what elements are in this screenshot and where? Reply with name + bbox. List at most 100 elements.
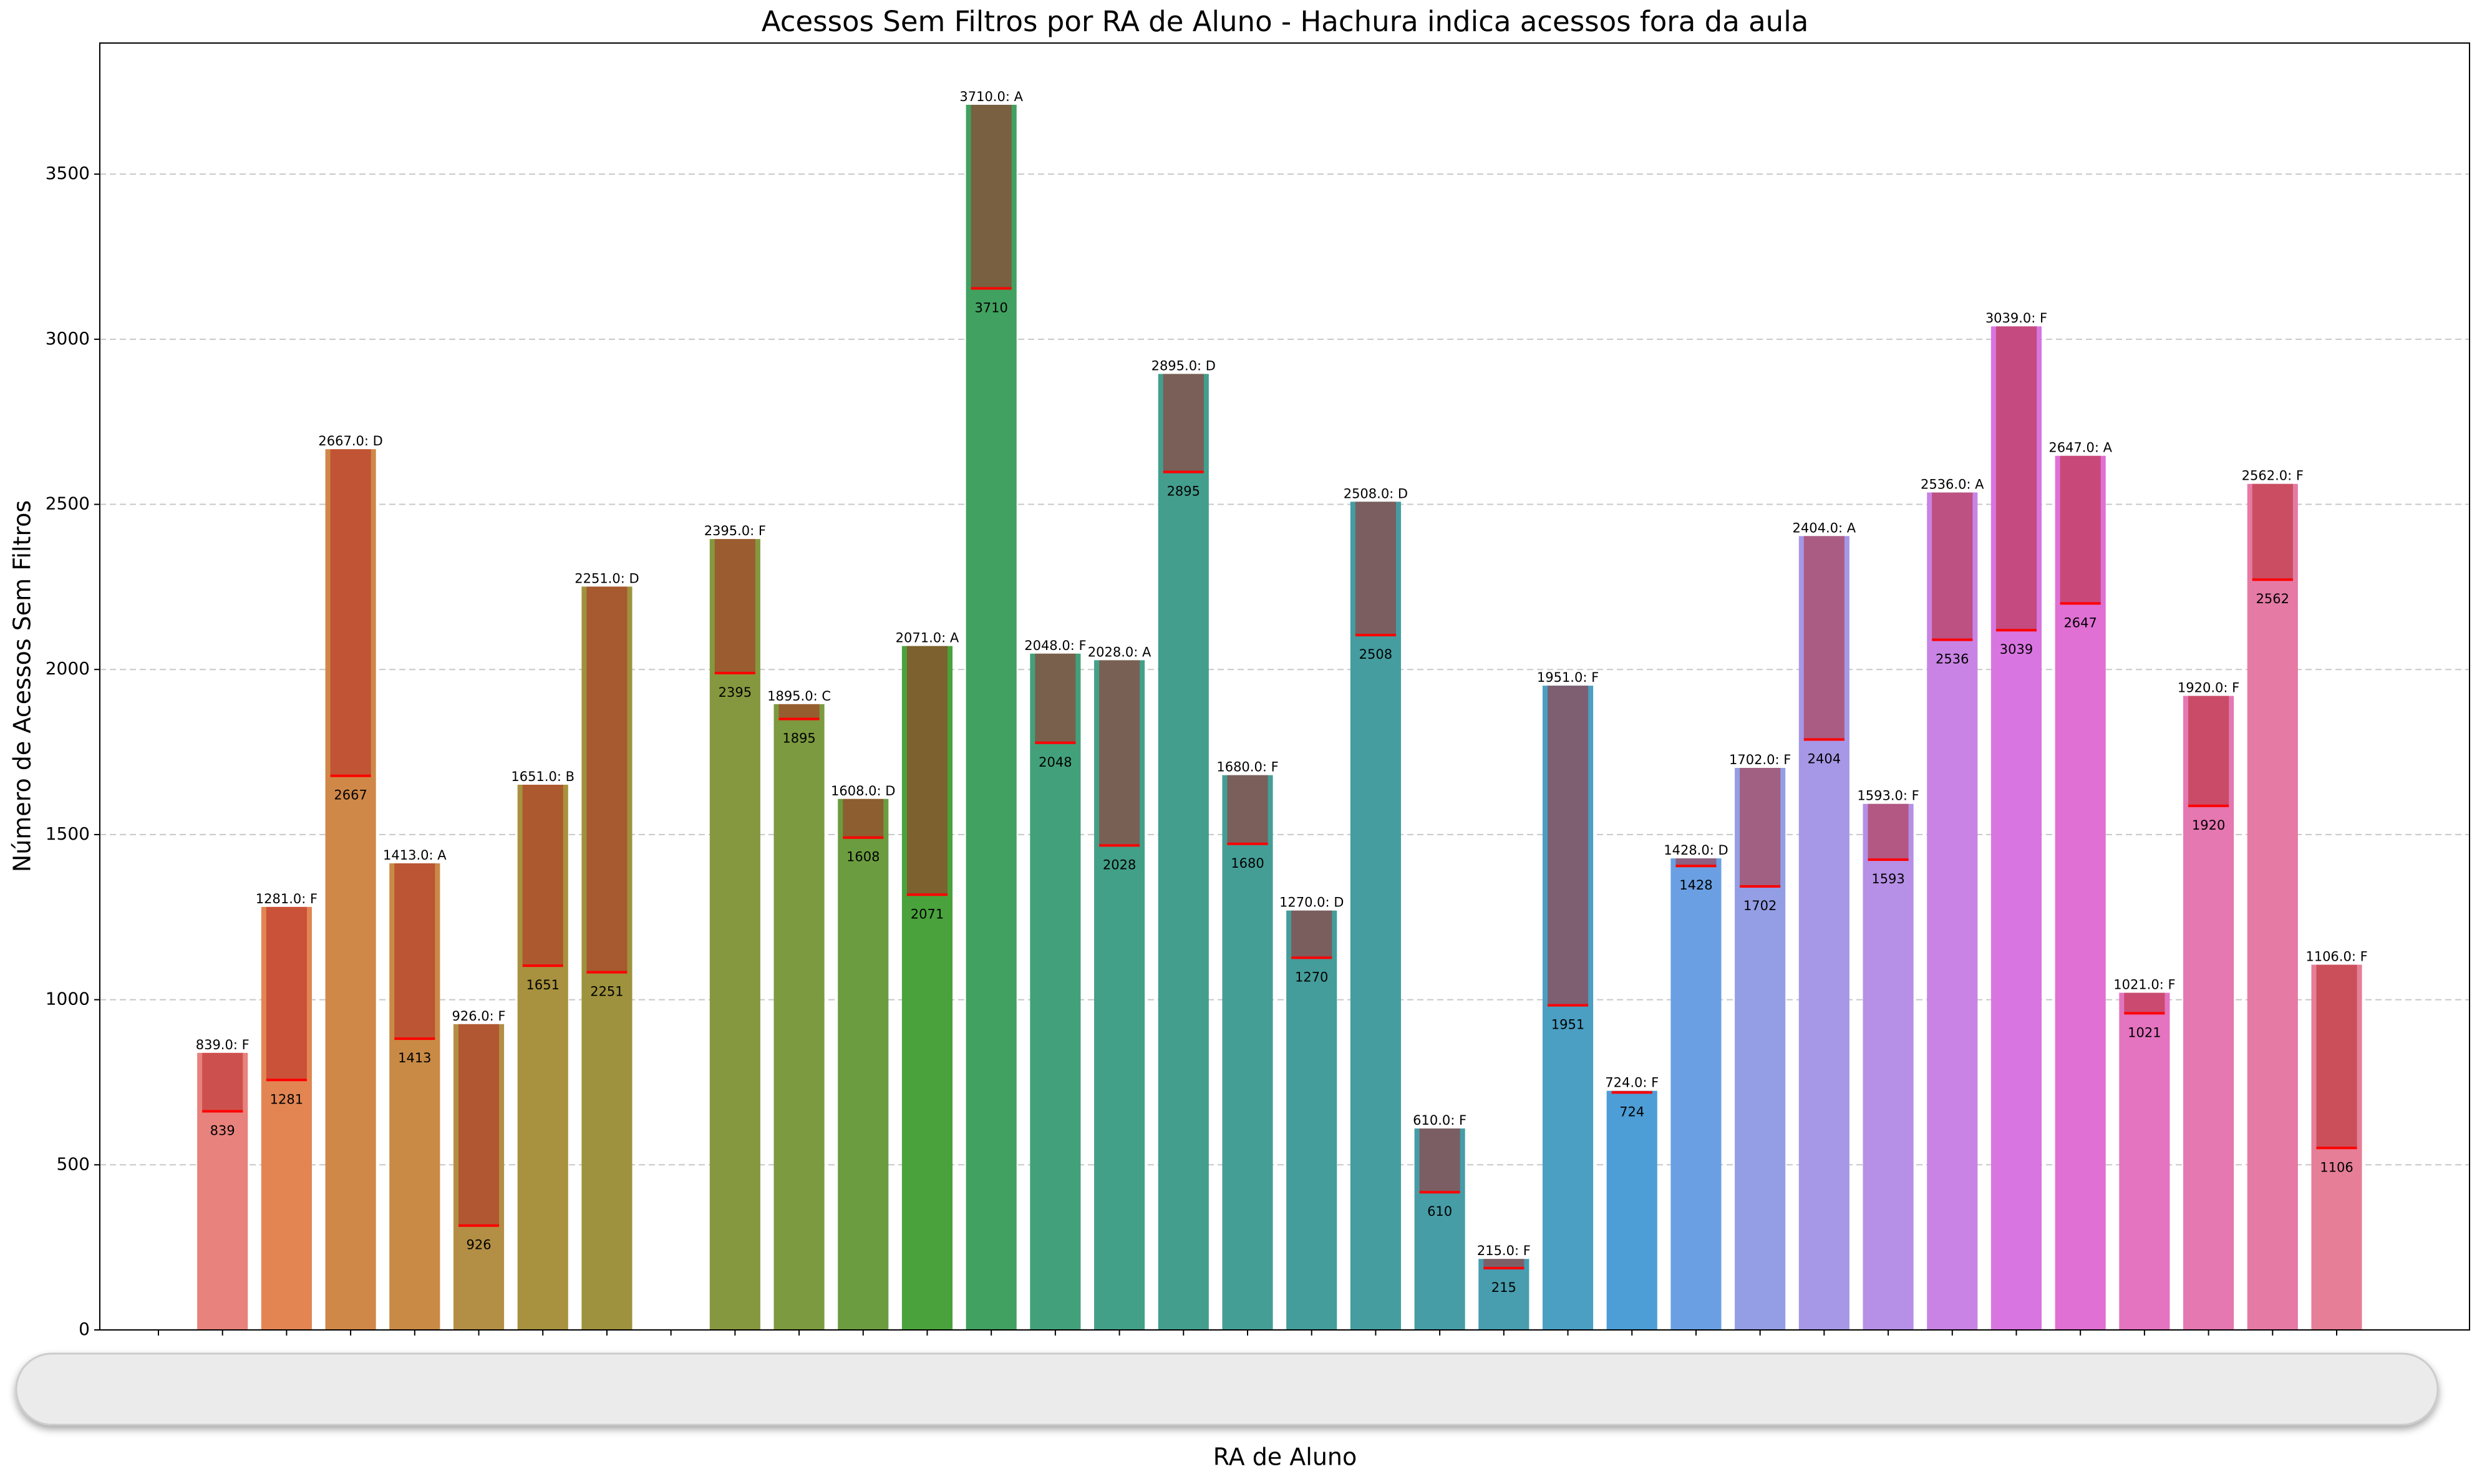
inner-value-label: 1702 <box>1743 898 1777 913</box>
value-label: 2536.0: A <box>1921 477 1984 492</box>
inner-value-label: 926 <box>466 1238 491 1253</box>
inner-value-label: 2895 <box>1167 484 1200 499</box>
hatch-segment <box>1419 1128 1460 1193</box>
value-label: 215.0: F <box>1477 1243 1531 1258</box>
hatch-segment <box>1932 492 1973 640</box>
value-label: 724.0: F <box>1605 1075 1659 1090</box>
hatch-segment <box>1740 767 1781 887</box>
hatch-segment <box>202 1052 243 1112</box>
inner-value-label: 1270 <box>1295 969 1328 984</box>
inner-value-label: 2028 <box>1103 857 1136 872</box>
value-label: 2508.0: D <box>1344 486 1408 501</box>
y-axis-label: Número de Acessos Sem Filtros <box>9 500 36 872</box>
inner-value-label: 2536 <box>1936 652 1969 667</box>
y-tick-label: 3000 <box>46 328 90 349</box>
inner-value-label: 1951 <box>1551 1017 1584 1032</box>
hatch-segment <box>586 586 628 972</box>
value-label: 2404.0: A <box>1793 520 1856 535</box>
hatch-segment <box>394 863 435 1039</box>
bar <box>1158 374 1209 1330</box>
hatch-segment <box>1675 858 1717 866</box>
inner-value-label: 1608 <box>846 850 880 865</box>
bar <box>1030 653 1081 1330</box>
hatch-segment <box>1035 653 1076 743</box>
value-label: 1680.0: F <box>1216 760 1278 775</box>
bar <box>1350 502 1401 1330</box>
y-tick-label: 2000 <box>46 658 90 679</box>
value-label: 1270.0: D <box>1279 895 1344 910</box>
value-label: 3039.0: F <box>1985 311 2047 326</box>
hatch-segment <box>1355 502 1396 636</box>
hatch-segment <box>1099 660 1140 846</box>
scrollbar[interactable] <box>15 1352 2439 1426</box>
hatch-segment <box>1995 326 2037 631</box>
value-label: 1920.0: F <box>2178 681 2239 696</box>
value-label: 839.0: F <box>196 1037 250 1052</box>
inner-value-label: 2071 <box>911 906 944 921</box>
value-label: 1413.0: A <box>383 848 447 863</box>
bar <box>2247 483 2298 1331</box>
bar <box>1222 775 1273 1330</box>
plot-area: 0 500 1000 1500 2000 2500 3000 3500 839.0: F 839 1… <box>46 89 2470 1339</box>
value-label: 2562.0: F <box>2242 468 2304 483</box>
inner-value-label: 3039 <box>2000 642 2033 657</box>
inner-value-label: 2562 <box>2256 591 2289 606</box>
hatch-segment <box>843 798 884 838</box>
inner-value-label: 1106 <box>2320 1160 2353 1175</box>
hatch-segment <box>1547 686 1589 1006</box>
value-label: 1895.0: C <box>767 689 831 704</box>
bar <box>773 704 825 1330</box>
bar <box>838 798 889 1330</box>
bar <box>1606 1090 1657 1330</box>
bar <box>2119 992 2170 1330</box>
inner-value-label: 1428 <box>1679 878 1712 893</box>
hatch-segment <box>522 784 563 966</box>
inner-value-label: 2404 <box>1808 751 1841 766</box>
value-label: 1702.0: F <box>1729 752 1791 767</box>
hatch-segment <box>906 646 948 895</box>
chart-title: Acessos Sem Filtros por RA de Aluno - Ha… <box>762 5 1809 38</box>
inner-value-label: 1680 <box>1231 856 1264 871</box>
value-label: 2048.0: F <box>1024 638 1086 653</box>
plot-frame <box>99 42 2470 1331</box>
inner-value-label: 2251 <box>590 984 623 999</box>
value-label: 1428.0: D <box>1664 843 1728 858</box>
value-label: 1281.0: F <box>256 891 318 906</box>
inner-value-label: 2667 <box>334 788 367 803</box>
hatch-segment <box>330 449 371 776</box>
inner-value-label: 1651 <box>526 977 560 992</box>
hatch-segment <box>778 704 820 719</box>
inner-value-label: 2395 <box>719 685 752 700</box>
inner-value-label: 215 <box>1491 1280 1516 1295</box>
hatch-segment <box>1227 775 1268 844</box>
hatch-segment <box>2252 483 2293 580</box>
y-tick-label: 500 <box>57 1153 90 1174</box>
inner-value-label: 2048 <box>1039 755 1072 770</box>
value-label: 2647.0: A <box>2048 440 2112 455</box>
inner-value-label: 2508 <box>1359 647 1392 662</box>
x-axis-label: RA de Aluno <box>1213 1443 1357 1471</box>
inner-value-label: 1413 <box>398 1050 431 1065</box>
inner-value-label: 2647 <box>2063 615 2097 630</box>
inner-value-label: 724 <box>1619 1104 1644 1119</box>
hatch-segment <box>2060 455 2101 604</box>
value-label: 3710.0: A <box>959 89 1023 104</box>
hatch-segment <box>1291 910 1332 958</box>
value-label: 1608.0: D <box>831 783 895 798</box>
inner-value-label: 3710 <box>974 300 1007 315</box>
inner-value-label: 1895 <box>782 731 815 746</box>
hatch-segment <box>2316 964 2357 1148</box>
y-tick-label: 3500 <box>46 163 90 183</box>
value-label: 2395.0: F <box>704 523 766 538</box>
value-label: 2667.0: D <box>318 434 382 449</box>
value-label: 610.0: F <box>1413 1113 1466 1128</box>
hatch-segment <box>971 104 1012 289</box>
value-label: 2028.0: A <box>1088 644 1151 659</box>
value-label: 2251.0: D <box>574 571 639 586</box>
hatch-segment <box>458 1024 500 1226</box>
bar <box>1286 910 1337 1330</box>
value-label: 2895.0: D <box>1151 358 1216 373</box>
value-label: 1651.0: B <box>511 769 574 784</box>
bar <box>1478 1259 1529 1330</box>
